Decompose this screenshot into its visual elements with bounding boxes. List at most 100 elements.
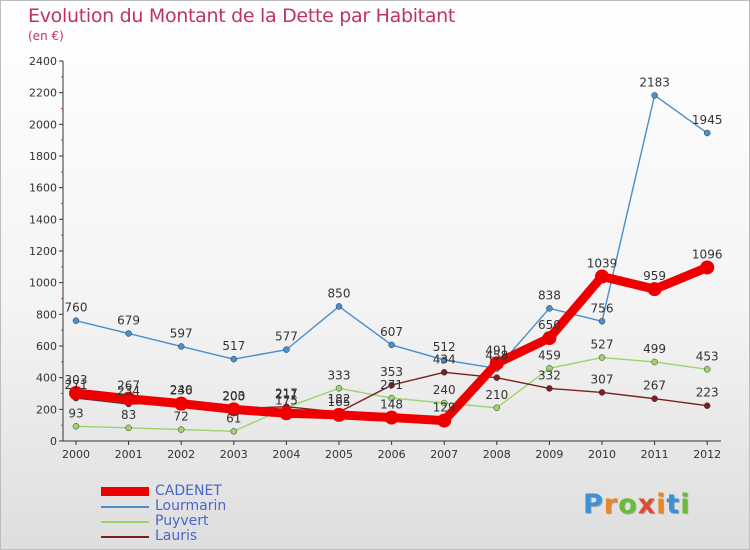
data-point-cadenet xyxy=(226,402,241,417)
chart-title: Evolution du Montant de la Dette par Hab… xyxy=(28,5,456,27)
legend-label-puyvert: Puyvert xyxy=(155,513,209,529)
data-label-cadenet: 148 xyxy=(380,398,403,412)
data-point-cadenet xyxy=(647,282,662,297)
legend-label-cadenet: CADENET xyxy=(155,483,222,499)
data-label-lauris: 353 xyxy=(380,365,403,379)
y-tick-label: 200 xyxy=(36,403,57,416)
data-label-lourmarin: 838 xyxy=(538,288,561,302)
data-label-lauris: 234 xyxy=(117,384,140,398)
x-tick-label: 2007 xyxy=(430,448,458,461)
data-point-lourmarin xyxy=(651,92,658,99)
data-label-cadenet: 129 xyxy=(433,401,456,415)
data-point-lourmarin xyxy=(283,346,290,353)
data-point-puyvert xyxy=(177,426,185,433)
data-point-puyvert xyxy=(440,399,448,407)
y-tick-label: 2400 xyxy=(29,55,57,68)
data-label-lourmarin: 577 xyxy=(275,330,298,344)
data-point-lourmarin xyxy=(230,355,238,363)
data-point-lauris xyxy=(493,374,501,381)
data-label-lourmarin: 756 xyxy=(591,301,614,315)
data-label-puyvert: 240 xyxy=(433,383,456,397)
data-point-cadenet xyxy=(174,396,189,411)
chart-subtitle: (en €) xyxy=(28,29,64,43)
data-point-lourmarin xyxy=(72,317,80,324)
data-label-puyvert: 333 xyxy=(328,368,351,382)
x-tick-label: 2000 xyxy=(62,448,90,461)
y-tick-label: 600 xyxy=(36,340,57,353)
x-tick-label: 2012 xyxy=(693,448,721,461)
data-point-lauris xyxy=(651,395,658,402)
data-point-puyvert xyxy=(230,428,238,435)
data-point-cadenet xyxy=(384,410,399,425)
data-point-puyvert xyxy=(493,404,501,411)
y-tick-label: 800 xyxy=(36,308,57,321)
x-tick-label: 2003 xyxy=(220,448,248,461)
data-label-lourmarin: 1945 xyxy=(692,113,723,127)
data-point-lourmarin xyxy=(177,343,185,350)
y-tick-label: 1400 xyxy=(29,213,57,226)
legend-swatch-puyvert xyxy=(101,521,149,523)
logo-letter: i xyxy=(656,489,667,520)
x-tick-label: 2004 xyxy=(272,448,300,461)
data-label-puyvert: 271 xyxy=(380,378,403,392)
data-label-cadenet: 200 xyxy=(222,389,245,403)
data-point-cadenet xyxy=(332,407,346,422)
data-point-lauris xyxy=(388,381,395,389)
data-label-puyvert: 453 xyxy=(696,349,719,363)
data-label-cadenet: 303 xyxy=(65,373,88,387)
data-label-lauris: 267 xyxy=(643,379,666,393)
data-label-lourmarin: 597 xyxy=(170,326,193,340)
data-label-lourmarin: 512 xyxy=(433,340,456,354)
data-point-puyvert xyxy=(703,366,711,373)
data-point-lourmarin xyxy=(388,341,395,349)
y-tick-label: 1600 xyxy=(29,182,57,195)
data-label-cadenet: 1039 xyxy=(587,256,618,270)
x-tick-label: 2011 xyxy=(641,448,669,461)
logo-letter: o xyxy=(618,489,638,520)
y-tick-label: 400 xyxy=(36,372,57,385)
x-tick-label: 2001 xyxy=(115,448,143,461)
data-point-cadenet xyxy=(69,386,83,401)
data-label-lauris: 434 xyxy=(433,352,456,366)
data-label-puyvert: 72 xyxy=(174,410,189,424)
x-tick-label: 2010 xyxy=(588,448,616,461)
data-point-lourmarin xyxy=(440,356,448,364)
y-tick-label: 2000 xyxy=(29,118,57,131)
data-label-lauris: 223 xyxy=(696,386,719,400)
data-label-lourmarin: 679 xyxy=(117,313,140,327)
data-point-cadenet xyxy=(121,391,136,406)
data-label-cadenet: 165 xyxy=(328,395,351,409)
data-label-cadenet: 175 xyxy=(275,393,298,407)
data-label-lauris: 240 xyxy=(170,383,193,397)
legend-label-lauris: Lauris xyxy=(155,528,198,544)
x-tick-label: 2009 xyxy=(535,448,563,461)
data-point-cadenet xyxy=(542,331,557,346)
data-label-puyvert: 83 xyxy=(121,408,136,422)
data-label-cadenet: 959 xyxy=(643,269,666,283)
y-tick-label: 1000 xyxy=(29,277,57,290)
data-label-puyvert: 93 xyxy=(68,406,83,420)
data-label-puyvert: 499 xyxy=(643,342,666,356)
data-label-lourmarin: 2183 xyxy=(639,75,670,89)
data-point-lauris xyxy=(598,389,606,396)
x-tick-label: 2005 xyxy=(325,448,353,461)
data-point-lourmarin xyxy=(598,318,606,325)
data-point-puyvert xyxy=(72,423,80,430)
data-label-lauris: 203 xyxy=(222,389,245,403)
legend-swatch-lourmarin xyxy=(101,506,149,508)
y-tick-label: 0 xyxy=(50,435,57,448)
proxiti-logo: Proxiti xyxy=(583,489,691,520)
logo-letter: i xyxy=(680,489,691,520)
data-label-lourmarin: 517 xyxy=(222,339,245,353)
data-label-lourmarin: 607 xyxy=(380,325,403,339)
y-tick-label: 1800 xyxy=(29,150,57,163)
data-point-lauris xyxy=(703,402,711,409)
y-tick-label: 1200 xyxy=(29,245,57,258)
data-label-cadenet: 650 xyxy=(538,318,561,332)
data-point-puyvert xyxy=(651,358,658,366)
y-tick-label: 2200 xyxy=(29,87,57,100)
legend-swatch-cadenet xyxy=(101,487,149,496)
data-label-lauris: 271 xyxy=(65,378,88,392)
